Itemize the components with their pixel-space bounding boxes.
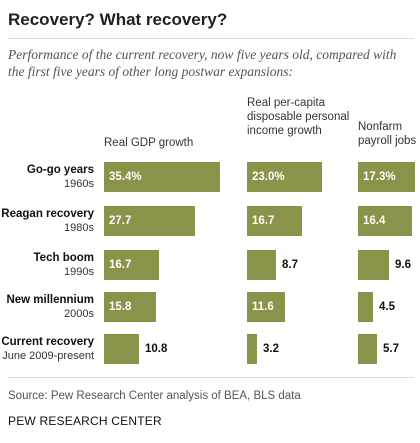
bar-gdp (104, 162, 220, 192)
row-label-name: Reagan recovery (1, 208, 94, 220)
chart-subtitle: Performance of the current recovery, now… (8, 47, 397, 79)
row-label-period: 1980s (64, 222, 94, 234)
row-label-period: June 2009-present (2, 350, 94, 362)
row-label-name: Tech boom (33, 252, 94, 264)
row-label: Current recovery June 2009-present (0, 335, 94, 363)
row-label: Tech boom 1990s (0, 251, 94, 279)
bar-income (247, 250, 276, 280)
bar-jobs (358, 250, 389, 280)
row-label-period: 1960s (64, 178, 94, 190)
bar-jobs (358, 334, 377, 364)
data-label-jobs: 9.6 (395, 259, 411, 271)
data-label-gdp: 27.7 (109, 215, 132, 227)
column-header-gdp: Real GDP growth (104, 137, 194, 149)
bar-jobs (358, 206, 412, 236)
row-label-name: Current recovery (1, 336, 94, 348)
data-label-income: 11.6 (252, 301, 274, 313)
bar-income (247, 206, 302, 236)
bar-jobs (358, 292, 373, 322)
column-header-jobs: Nonfarm payroll jobs (358, 121, 417, 147)
bar-jobs (358, 162, 415, 192)
brand-logo-text: PEW RESEARCH CENTER (8, 414, 162, 428)
row-label: Reagan recovery 1980s (0, 207, 94, 235)
chart-title: Recovery? What recovery? (8, 10, 228, 29)
data-label-gdp: 15.8 (109, 301, 132, 313)
row-label-name: Go-go years (26, 164, 94, 176)
bar-income (247, 334, 257, 364)
footer-divider (8, 377, 414, 378)
data-label-jobs: 16.4 (363, 215, 386, 227)
data-label-income: 23.0% (252, 171, 285, 183)
data-label-income: 8.7 (282, 259, 298, 271)
data-label-income: 16.7 (252, 215, 275, 227)
data-label-gdp: 35.4% (109, 171, 142, 183)
row-label-period: 2000s (64, 308, 94, 320)
row-label-period: 1990s (64, 266, 94, 278)
data-label-jobs: 4.5 (379, 301, 395, 313)
data-label-jobs: 5.7 (383, 343, 399, 355)
source-note: Source: Pew Research Center analysis of … (8, 390, 301, 402)
column-header-income: Real per-capita disposable personal inco… (247, 97, 350, 137)
bar-gdp (104, 334, 139, 364)
row-label: Go-go years 1960s (0, 163, 94, 191)
data-label-income: 3.2 (263, 343, 279, 355)
bar-gdp (104, 292, 156, 322)
data-label-gdp: 10.8 (145, 343, 168, 355)
data-label-jobs: 17.3% (363, 171, 396, 183)
bar-gdp (104, 206, 195, 236)
bar-income (247, 162, 322, 192)
bar-income (247, 292, 285, 322)
title-divider (8, 38, 414, 39)
row-label-name: New millennium (6, 294, 94, 306)
bar-gdp (104, 250, 159, 280)
data-label-gdp: 16.7 (109, 259, 132, 271)
row-label: New millennium 2000s (0, 293, 94, 321)
